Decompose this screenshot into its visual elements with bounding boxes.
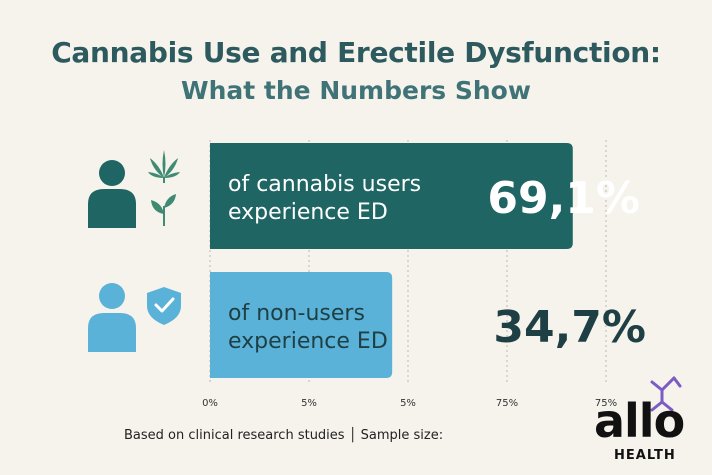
page-subtitle: What the Numbers Show — [181, 76, 531, 105]
logo-sub: HEALTH — [614, 448, 676, 463]
x-tick-label: 75% — [595, 398, 617, 409]
bar-value-label: 69,1% — [487, 173, 640, 224]
logo-word: allo — [594, 394, 685, 448]
logo-mark-icon — [650, 376, 682, 412]
footnote: Based on clinical research studies │ Sam… — [124, 428, 444, 443]
cannabis-leaf-icon — [148, 150, 180, 183]
bar-label: of non-users — [228, 301, 365, 326]
person-icon — [88, 283, 136, 352]
bar-label: experience ED — [228, 200, 388, 225]
person-icon — [88, 160, 136, 228]
x-tick-label: 0% — [202, 398, 218, 409]
x-axis: 0% 5% 5% 75% 75% — [202, 398, 617, 409]
bar-label: of cannabis users — [228, 172, 421, 197]
x-tick-label: 5% — [400, 398, 416, 409]
bar-group: of non-users experience ED 34,7% — [210, 272, 646, 378]
bar-value-label: 34,7% — [493, 302, 646, 353]
bar — [210, 272, 393, 378]
sprout-icon — [151, 194, 176, 226]
x-tick-label: 5% — [301, 398, 317, 409]
page-title: Cannabis Use and Erectile Dysfunction: — [51, 36, 661, 69]
bar-label: experience ED — [228, 329, 388, 354]
bar-group: of cannabis users experience ED 69,1% — [210, 143, 640, 249]
shield-check-icon — [147, 287, 181, 325]
x-tick-label: 75% — [496, 398, 518, 409]
allo-health-logo: allo HEALTH — [592, 368, 702, 468]
bar — [210, 143, 573, 249]
